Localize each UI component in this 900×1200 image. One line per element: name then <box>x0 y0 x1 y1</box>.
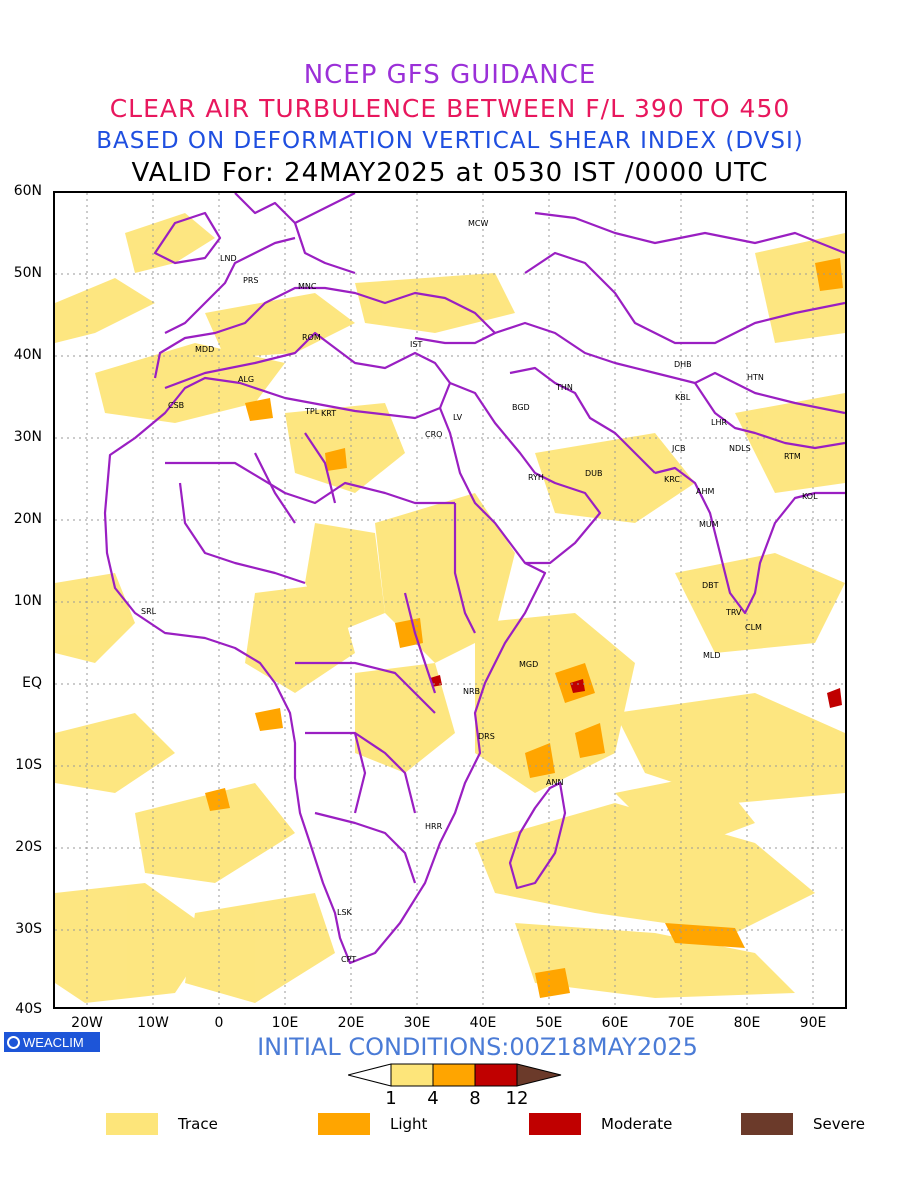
station-label: THN <box>555 383 573 392</box>
station-label: CSB <box>168 401 184 410</box>
brand-label: WEACLIM <box>23 1034 84 1050</box>
lon-label: 50E <box>535 1015 563 1031</box>
station-label: MCW <box>468 219 488 228</box>
station-label: MUM <box>699 520 719 529</box>
legend-swatch <box>529 1113 581 1135</box>
colorbar-tick: 8 <box>469 1088 481 1109</box>
station-label: CLM <box>745 623 762 632</box>
lat-label: 30S <box>15 921 42 937</box>
station-label: CRO <box>425 430 442 439</box>
legend-swatch <box>741 1113 793 1135</box>
legend-item-light: Light <box>318 1112 427 1136</box>
globe-icon <box>7 1035 20 1049</box>
lon-label: 10E <box>271 1015 299 1031</box>
colorbar-tick: 1 <box>385 1088 397 1109</box>
colorbar-tick: 12 <box>505 1088 529 1109</box>
station-label: JCB <box>671 444 685 453</box>
lon-label: 20W <box>71 1015 103 1031</box>
lat-label: 40S <box>15 1001 42 1017</box>
initial-conditions: INITIAL CONDITIONS:00Z18MAY2025 <box>257 1033 698 1061</box>
station-label: PRS <box>243 276 258 285</box>
colorbar-segment-moderate <box>474 1063 518 1087</box>
station-label: ROM <box>302 333 321 342</box>
station-label: SRL <box>141 607 157 616</box>
lon-label: 60E <box>601 1015 629 1031</box>
legend-label: Severe <box>813 1115 865 1133</box>
station-labels: MCW LND PRS MNC ROM MDD IST ALG CSB TPL … <box>141 219 818 964</box>
lon-label: 70E <box>667 1015 695 1031</box>
chart-subtitle-index: BASED ON DEFORMATION VERTICAL SHEAR INDE… <box>96 128 804 154</box>
station-label: HTN <box>747 373 764 382</box>
lat-label: EQ <box>22 675 42 691</box>
station-label: KRC <box>664 475 680 484</box>
valid-time: VALID For: 24MAY2025 at 0530 IST /0000 U… <box>131 158 769 188</box>
station-label: MLD <box>703 651 721 660</box>
station-label: ANN <box>546 778 563 787</box>
lon-label: 10W <box>137 1015 169 1031</box>
station-label: ALG <box>238 375 254 384</box>
station-label: BGD <box>512 403 530 412</box>
station-label: RTM <box>784 452 801 461</box>
lat-label: 20N <box>13 511 42 527</box>
lat-label: 30N <box>13 429 42 445</box>
turbulence-map: MCW LND PRS MNC ROM MDD IST ALG CSB TPL … <box>53 191 847 1009</box>
station-label: KBL <box>675 393 691 402</box>
station-label: IST <box>410 340 422 349</box>
station-label: DRS <box>478 732 495 741</box>
station-label: KRT <box>321 409 336 418</box>
colorbar-tick: 4 <box>427 1088 439 1109</box>
colorbar-segment-below <box>348 1063 392 1087</box>
lat-label: 60N <box>13 183 42 199</box>
station-label: TRV <box>725 608 742 617</box>
station-label: MNC <box>298 282 317 291</box>
station-label: MGD <box>519 660 538 669</box>
station-label: DHB <box>674 360 692 369</box>
station-label: LND <box>220 254 237 263</box>
station-label: NDLS <box>729 444 751 453</box>
chart-title: NCEP GFS GUIDANCE <box>303 60 597 90</box>
chart-subtitle-turbulence: CLEAR AIR TURBULENCE BETWEEN F/L 390 TO … <box>109 94 791 123</box>
legend-swatch <box>318 1113 370 1135</box>
station-label: HRR <box>425 822 443 831</box>
legend-item-moderate: Moderate <box>529 1112 672 1136</box>
station-label: LHR <box>711 418 727 427</box>
turbulence-shading <box>55 213 845 1003</box>
legend-item-trace: Trace <box>106 1112 218 1136</box>
station-label: DBT <box>702 581 719 590</box>
station-label: RYH <box>528 473 544 482</box>
lon-label: 40E <box>469 1015 497 1031</box>
coastlines-borders <box>103 193 845 965</box>
station-label: CPT <box>341 955 356 964</box>
graticule <box>55 193 845 1007</box>
station-label: DUB <box>585 469 603 478</box>
station-label: NRB <box>463 687 480 696</box>
station-label: KOL <box>802 492 818 501</box>
lat-label: 40N <box>13 347 42 363</box>
legend-label: Trace <box>178 1115 218 1133</box>
colorbar-segment-light <box>432 1063 476 1087</box>
legend-item-severe: Severe <box>741 1112 865 1136</box>
lon-label: 30E <box>403 1015 431 1031</box>
lat-label: 50N <box>13 265 42 281</box>
station-label: TPL <box>304 407 320 416</box>
map-canvas: MCW LND PRS MNC ROM MDD IST ALG CSB TPL … <box>55 193 845 1007</box>
colorbar-segment-severe <box>516 1063 562 1087</box>
colorbar <box>348 1063 562 1087</box>
lat-label: 20S <box>15 839 42 855</box>
station-label: MDD <box>195 345 214 354</box>
station-label: LSK <box>337 908 353 917</box>
lat-label: 10S <box>15 757 42 773</box>
legend-label: Light <box>390 1115 428 1133</box>
weaclim-logo: WEACLIM <box>4 1032 100 1052</box>
lat-label: 10N <box>13 593 42 609</box>
legend-label: Moderate <box>601 1115 673 1133</box>
colorbar-segment-trace <box>390 1063 434 1087</box>
legend-swatch <box>106 1113 158 1135</box>
lon-label: 90E <box>799 1015 827 1031</box>
lon-label: 80E <box>733 1015 761 1031</box>
lon-label: 20E <box>337 1015 365 1031</box>
lon-label: 0 <box>214 1015 224 1031</box>
station-label: LV <box>453 413 463 422</box>
station-label: AHM <box>696 487 714 496</box>
